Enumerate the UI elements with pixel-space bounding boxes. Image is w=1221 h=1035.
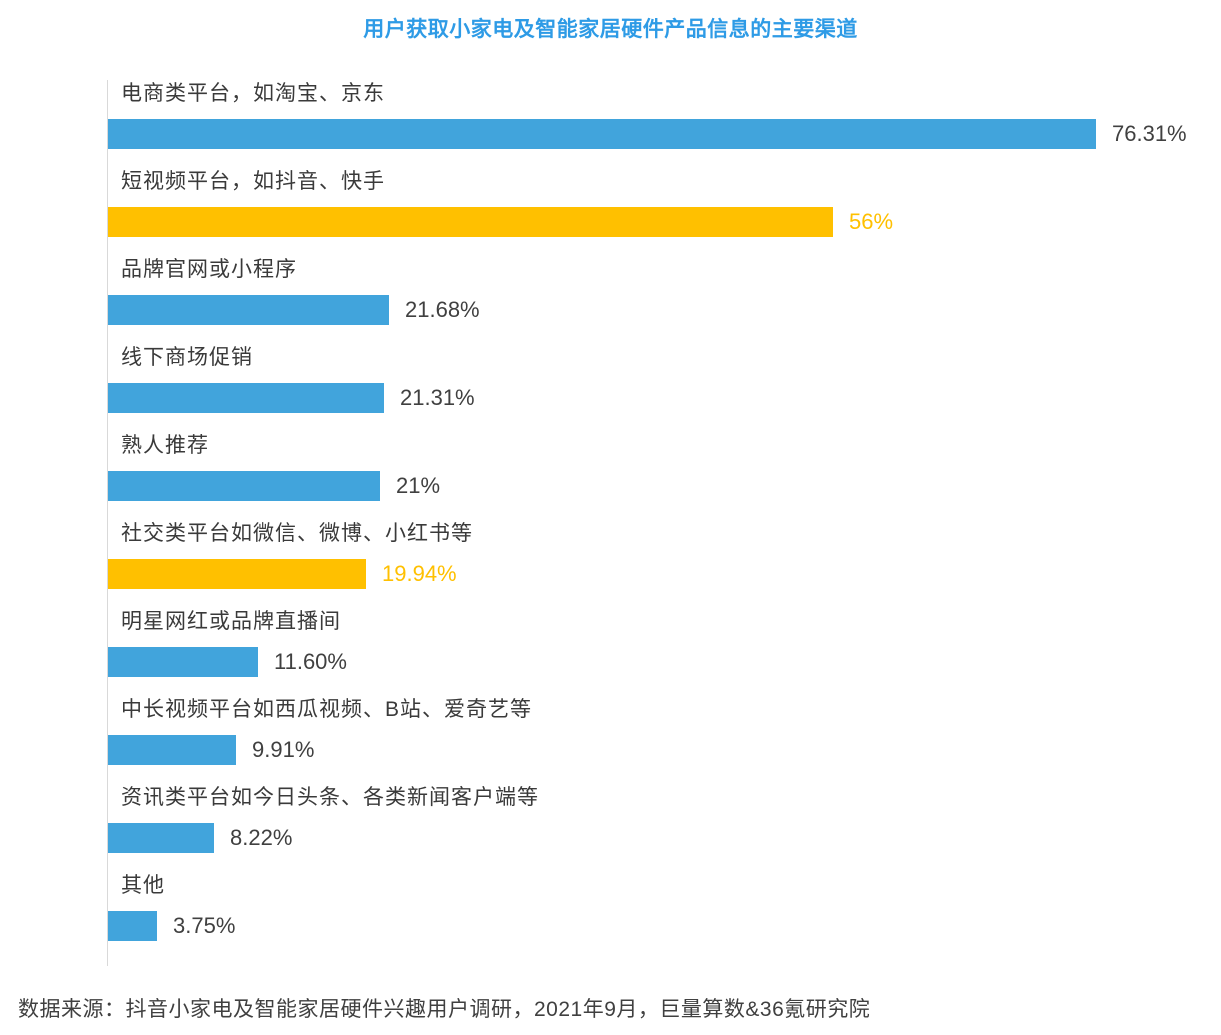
value-label: 8.22% bbox=[230, 825, 293, 850]
bar-row: 76.31% bbox=[108, 119, 1208, 149]
category-label: 短视频平台，如抖音、快手 bbox=[121, 170, 385, 193]
bar-row: 56% bbox=[108, 207, 1208, 237]
value-label: 19.94% bbox=[382, 561, 457, 586]
bar-row: 21% bbox=[108, 471, 1208, 501]
bar-group: 中长视频平台如西瓜视频、B站、爱奇艺等 9.91% bbox=[108, 696, 1208, 765]
bar bbox=[108, 471, 380, 501]
value-label: 21.31% bbox=[400, 385, 475, 410]
bar bbox=[108, 823, 214, 853]
value-label: 56% bbox=[849, 209, 894, 234]
value-label: 11.60% bbox=[274, 649, 347, 674]
bar-group: 电商类平台，如淘宝、京东 76.31% bbox=[108, 80, 1208, 149]
value-label: 21% bbox=[396, 473, 441, 498]
category-label: 明星网红或品牌直播间 bbox=[121, 610, 341, 633]
bar bbox=[108, 647, 258, 677]
bar-row: 3.75% bbox=[108, 911, 1208, 941]
category-label: 品牌官网或小程序 bbox=[121, 258, 297, 281]
value-label: 9.91% bbox=[252, 737, 315, 762]
bar-group: 资讯类平台如今日头条、各类新闻客户端等 8.22% bbox=[108, 784, 1208, 853]
value-label: 76.31% bbox=[1112, 121, 1187, 146]
bar-row: 21.68% bbox=[108, 295, 1208, 325]
bar bbox=[108, 207, 833, 237]
bar-group: 品牌官网或小程序 21.68% bbox=[108, 256, 1208, 325]
bar-row: 11.60% bbox=[108, 647, 1208, 677]
bar bbox=[108, 383, 384, 413]
bar-row: 9.91% bbox=[108, 735, 1208, 765]
bar-row: 21.31% bbox=[108, 383, 1208, 413]
bar-group: 社交类平台如微信、微博、小红书等 19.94% bbox=[108, 520, 1208, 589]
bar-group: 短视频平台，如抖音、快手 56% bbox=[108, 168, 1208, 237]
category-label: 线下商场促销 bbox=[121, 346, 253, 369]
bar-group: 其他 3.75% bbox=[108, 872, 1208, 941]
bar bbox=[108, 295, 389, 325]
category-label: 电商类平台，如淘宝、京东 bbox=[121, 82, 385, 105]
category-label: 中长视频平台如西瓜视频、B站、爱奇艺等 bbox=[121, 698, 533, 721]
bar-chart: 电商类平台，如淘宝、京东 76.31% 短视频平台，如抖音、快手 56% 品牌官网或小程… bbox=[107, 80, 1208, 966]
chart-title: 用户获取小家电及智能家居硬件产品信息的主要渠道 bbox=[363, 18, 858, 41]
bar-group: 熟人推荐 21% bbox=[108, 432, 1208, 501]
bar-group: 明星网红或品牌直播间 11.60% bbox=[108, 608, 1208, 677]
category-label: 熟人推荐 bbox=[121, 434, 209, 457]
category-label: 其他 bbox=[121, 874, 165, 897]
bar-group: 线下商场促销 21.31% bbox=[108, 344, 1208, 413]
value-label: 21.68% bbox=[405, 297, 480, 322]
bar bbox=[108, 735, 236, 765]
bar bbox=[108, 911, 157, 941]
bar bbox=[108, 119, 1096, 149]
data-source-note: 数据来源：抖音小家电及智能家居硬件兴趣用户调研，2021年9月，巨量算数&36氪… bbox=[18, 998, 871, 1021]
value-label: 3.75% bbox=[173, 913, 236, 938]
bar-row: 19.94% bbox=[108, 559, 1208, 589]
bar-row: 8.22% bbox=[108, 823, 1208, 853]
bar bbox=[108, 559, 366, 589]
category-label: 社交类平台如微信、微博、小红书等 bbox=[121, 522, 473, 545]
category-label: 资讯类平台如今日头条、各类新闻客户端等 bbox=[121, 786, 539, 809]
